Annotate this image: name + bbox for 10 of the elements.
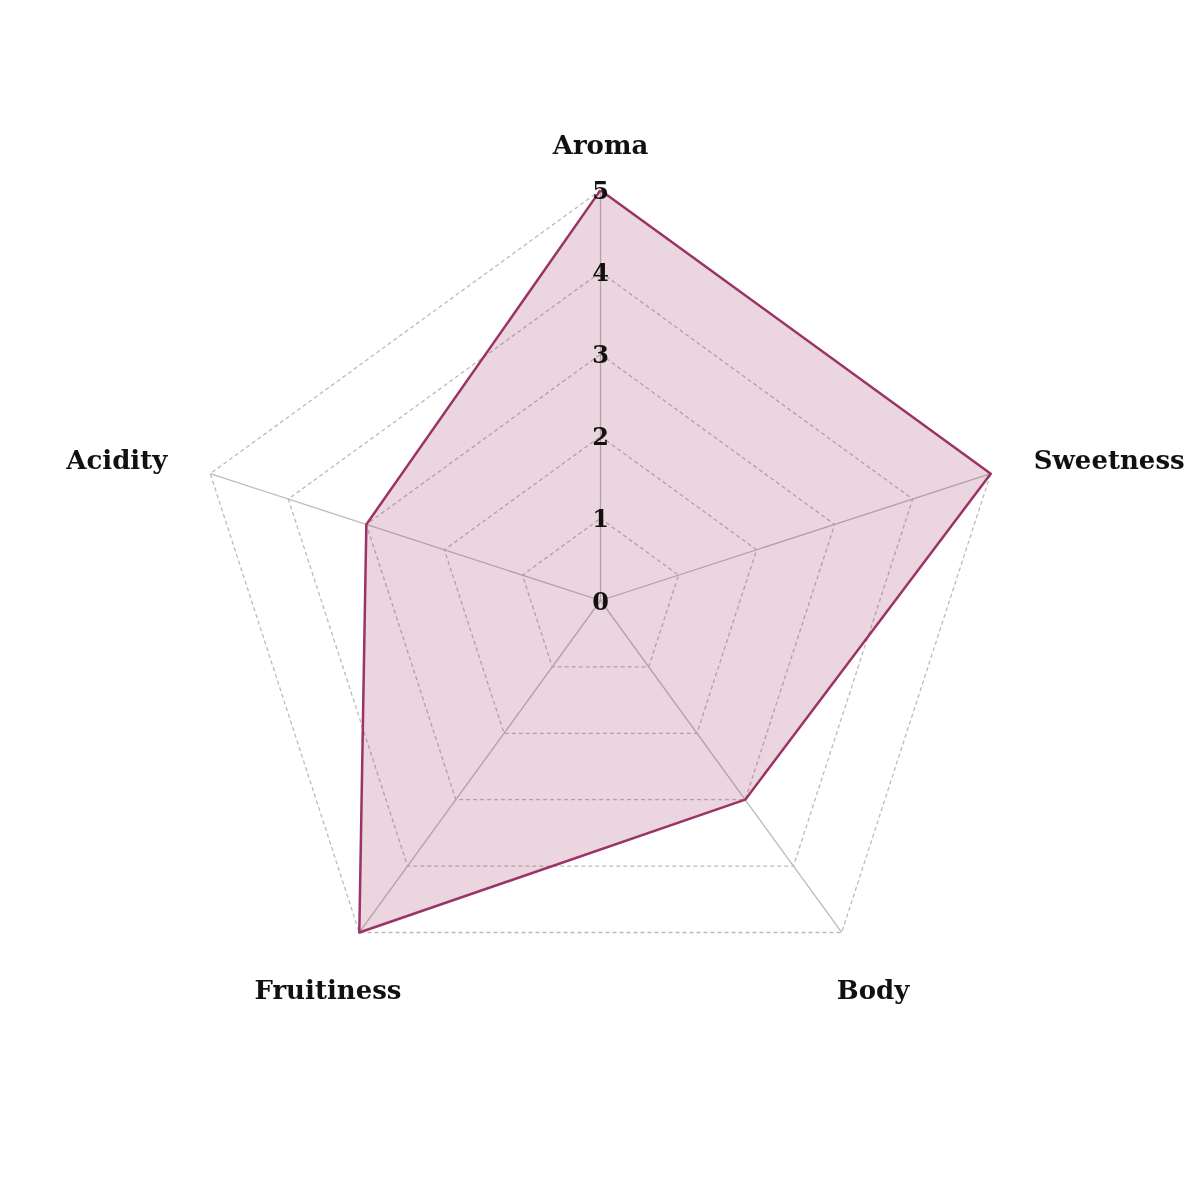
spoke-label: Aroma <box>551 130 649 161</box>
spoke-label: Sweetness <box>1033 444 1185 475</box>
y-tick-label: 2 <box>592 422 609 452</box>
spoke-label: Fruitiness <box>254 974 402 1005</box>
spoke-label: Acidity <box>65 444 169 475</box>
y-tick-label: 0 <box>592 586 609 616</box>
spoke-label: Body <box>836 974 911 1005</box>
y-tick-label: 4 <box>592 258 609 288</box>
y-tick-label: 3 <box>592 340 609 370</box>
y-tick-label: 1 <box>592 504 609 534</box>
